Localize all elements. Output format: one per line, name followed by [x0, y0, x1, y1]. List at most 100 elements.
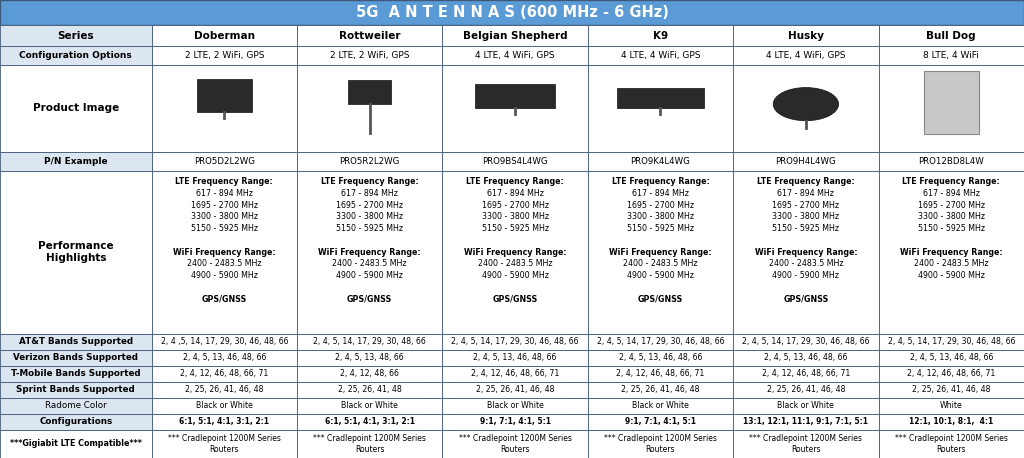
Bar: [475, 84, 555, 109]
Text: ***Gigiabit LTE Compatible***: ***Gigiabit LTE Compatible***: [10, 440, 141, 448]
Text: 617 - 894 MHz: 617 - 894 MHz: [777, 189, 835, 198]
Text: 2, 4, 5, 13, 48, 66: 2, 4, 5, 13, 48, 66: [335, 354, 404, 362]
Text: *** Cradlepoint 1200M Series
Routers: *** Cradlepoint 1200M Series Routers: [459, 434, 571, 454]
Text: PRO9K4L4WG: PRO9K4L4WG: [631, 157, 690, 166]
Text: WiFi Frequency Range:: WiFi Frequency Range:: [755, 248, 857, 256]
Text: GPS/GNSS: GPS/GNSS: [638, 294, 683, 304]
Text: WiFi Frequency Range:: WiFi Frequency Range:: [173, 248, 275, 256]
Text: WiFi Frequency Range:: WiFi Frequency Range:: [318, 248, 421, 256]
Text: 2, 4, 12, 46, 48, 66, 71: 2, 4, 12, 46, 48, 66, 71: [471, 370, 559, 378]
Text: 2, 4, 5, 14, 17, 29, 30, 46, 48, 66: 2, 4, 5, 14, 17, 29, 30, 46, 48, 66: [597, 338, 724, 346]
Text: 2, 4, 12, 46, 48, 66, 71: 2, 4, 12, 46, 48, 66, 71: [180, 370, 268, 378]
Text: K9: K9: [653, 31, 668, 41]
Text: LTE Frequency Range:: LTE Frequency Range:: [466, 177, 564, 186]
Bar: [152, 382, 297, 398]
Bar: [733, 65, 879, 152]
Bar: [879, 152, 1024, 170]
Bar: [0, 0, 1024, 25]
Text: 2, 4, 5, 13, 46, 48, 66: 2, 4, 5, 13, 46, 48, 66: [473, 354, 557, 362]
Text: GPS/GNSS: GPS/GNSS: [493, 294, 538, 304]
Text: 9:1, 7:1, 4:1, 5:1: 9:1, 7:1, 4:1, 5:1: [479, 418, 551, 426]
Text: AT&T Bands Supported: AT&T Bands Supported: [18, 338, 133, 346]
Text: LTE Frequency Range:: LTE Frequency Range:: [175, 177, 273, 186]
Bar: [588, 382, 733, 398]
Bar: [152, 152, 297, 170]
Bar: [442, 334, 588, 350]
Text: Husky: Husky: [787, 31, 824, 41]
Text: 2 LTE, 2 WiFi, GPS: 2 LTE, 2 WiFi, GPS: [330, 51, 410, 60]
Bar: [442, 398, 588, 414]
Text: 4900 - 5900 MHz: 4900 - 5900 MHz: [190, 271, 258, 280]
Bar: [0, 350, 152, 366]
Bar: [197, 79, 252, 112]
Text: WiFi Frequency Range:: WiFi Frequency Range:: [900, 248, 1002, 256]
Text: 1695 - 2700 MHz: 1695 - 2700 MHz: [481, 201, 549, 210]
Bar: [152, 350, 297, 366]
Bar: [442, 350, 588, 366]
Bar: [152, 170, 297, 334]
Text: 617 - 894 MHz: 617 - 894 MHz: [486, 189, 544, 198]
Text: 2, 25, 26, 41, 46, 48: 2, 25, 26, 41, 46, 48: [476, 386, 554, 394]
Bar: [0, 430, 152, 458]
Text: 12:1, 10:1, 8:1,  4:1: 12:1, 10:1, 8:1, 4:1: [909, 418, 993, 426]
Bar: [0, 152, 152, 170]
Text: *** Cradlepoint 1200M Series
Routers: *** Cradlepoint 1200M Series Routers: [168, 434, 281, 454]
Text: LTE Frequency Range:: LTE Frequency Range:: [757, 177, 855, 186]
Bar: [879, 382, 1024, 398]
Bar: [152, 46, 297, 65]
Text: *** Cradlepoint 1200M Series
Routers: *** Cradlepoint 1200M Series Routers: [604, 434, 717, 454]
Bar: [733, 46, 879, 65]
Bar: [733, 430, 879, 458]
Text: 2400 - 2483.5 MHz: 2400 - 2483.5 MHz: [769, 259, 843, 268]
Text: 2400 - 2483.5 MHz: 2400 - 2483.5 MHz: [478, 259, 552, 268]
Text: 4 LTE, 4 WiFi, GPS: 4 LTE, 4 WiFi, GPS: [621, 51, 700, 60]
Bar: [297, 25, 442, 46]
Text: 9:1, 7:1, 4:1, 5:1: 9:1, 7:1, 4:1, 5:1: [625, 418, 696, 426]
Bar: [588, 414, 733, 430]
Bar: [733, 25, 879, 46]
Text: 4 LTE, 4 WiFi, GPS: 4 LTE, 4 WiFi, GPS: [766, 51, 846, 60]
Text: 3300 - 3800 MHz: 3300 - 3800 MHz: [772, 213, 840, 221]
Text: Configurations: Configurations: [39, 418, 113, 426]
Text: *** Cradlepoint 1200M Series
Routers: *** Cradlepoint 1200M Series Routers: [313, 434, 426, 454]
Bar: [588, 46, 733, 65]
Bar: [879, 46, 1024, 65]
Text: 2400 - 2483.5 MHz: 2400 - 2483.5 MHz: [333, 259, 407, 268]
Bar: [588, 430, 733, 458]
Text: 5150 - 5925 MHz: 5150 - 5925 MHz: [627, 224, 694, 233]
Text: 2, 25, 26, 41, 46, 48: 2, 25, 26, 41, 46, 48: [912, 386, 990, 394]
Text: 2, 4, 5, 14, 17, 29, 30, 46, 48, 66: 2, 4, 5, 14, 17, 29, 30, 46, 48, 66: [452, 338, 579, 346]
Text: GPS/GNSS: GPS/GNSS: [347, 294, 392, 304]
Text: 2, 4 ,5, 14, 17, 29, 30, 46, 48, 66: 2, 4 ,5, 14, 17, 29, 30, 46, 48, 66: [161, 338, 288, 346]
Text: 5150 - 5925 MHz: 5150 - 5925 MHz: [918, 224, 985, 233]
Text: 2, 4, 5, 13, 46, 48, 66: 2, 4, 5, 13, 46, 48, 66: [909, 354, 993, 362]
Bar: [442, 414, 588, 430]
Text: 2, 4, 12, 46, 48, 66, 71: 2, 4, 12, 46, 48, 66, 71: [907, 370, 995, 378]
Bar: [879, 334, 1024, 350]
Bar: [879, 170, 1024, 334]
Text: Series: Series: [57, 31, 94, 41]
Text: 3300 - 3800 MHz: 3300 - 3800 MHz: [190, 213, 258, 221]
Bar: [733, 398, 879, 414]
Text: 1695 - 2700 MHz: 1695 - 2700 MHz: [190, 201, 258, 210]
Text: LTE Frequency Range:: LTE Frequency Range:: [321, 177, 419, 186]
Text: 3300 - 3800 MHz: 3300 - 3800 MHz: [336, 213, 403, 221]
Text: 5150 - 5925 MHz: 5150 - 5925 MHz: [481, 224, 549, 233]
Text: 3300 - 3800 MHz: 3300 - 3800 MHz: [481, 213, 549, 221]
Text: PRO12BD8L4W: PRO12BD8L4W: [919, 157, 984, 166]
Bar: [879, 366, 1024, 382]
Bar: [297, 152, 442, 170]
Text: 2, 4, 5, 14, 17, 29, 30, 48, 66: 2, 4, 5, 14, 17, 29, 30, 48, 66: [313, 338, 426, 346]
Bar: [152, 25, 297, 46]
Text: WiFi Frequency Range:: WiFi Frequency Range:: [609, 248, 712, 256]
Text: 5150 - 5925 MHz: 5150 - 5925 MHz: [190, 224, 258, 233]
Bar: [0, 366, 152, 382]
Text: Verizon Bands Supported: Verizon Bands Supported: [13, 354, 138, 362]
Bar: [0, 414, 152, 430]
Text: 2, 4, 12, 48, 66: 2, 4, 12, 48, 66: [340, 370, 399, 378]
Text: LTE Frequency Range:: LTE Frequency Range:: [611, 177, 710, 186]
Text: PRO9H4L4WG: PRO9H4L4WG: [775, 157, 837, 166]
Bar: [442, 382, 588, 398]
Text: 5150 - 5925 MHz: 5150 - 5925 MHz: [772, 224, 840, 233]
Text: 4900 - 5900 MHz: 4900 - 5900 MHz: [918, 271, 985, 280]
